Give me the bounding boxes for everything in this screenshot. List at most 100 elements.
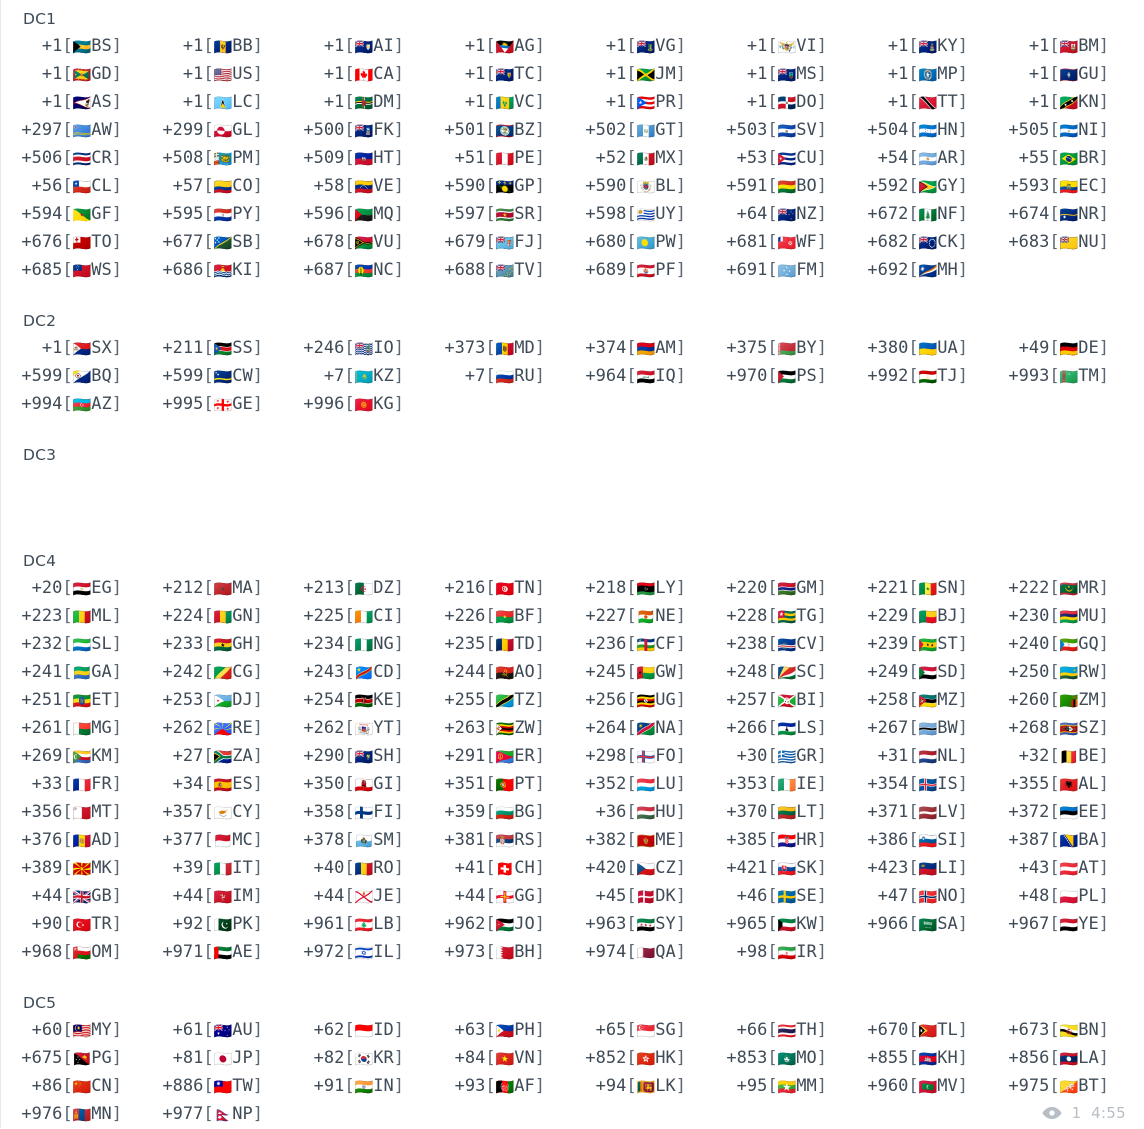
dial-code-entry[interactable]: +673[🇧🇳BN] [988,1016,1129,1045]
dial-code-entry[interactable]: +212[🇲🇦MA] [142,574,283,603]
dial-code-entry[interactable]: +1[🇦🇮AI] [283,32,424,61]
dial-code-entry[interactable]: +45[🇩🇰DK] [565,882,706,911]
dial-code-entry[interactable]: +64[🇳🇿NZ] [706,200,847,229]
dial-code-entry[interactable]: +245[🇬🇼GW] [565,658,706,687]
dial-code-entry[interactable]: +1[🇰🇾KY] [847,32,988,61]
dial-code-entry[interactable]: +376[🇦🇩AD] [1,826,142,855]
dial-code-entry[interactable]: +251[🇪🇹ET] [1,686,142,715]
dial-code-entry[interactable]: +1[🇬🇩GD] [1,60,142,89]
dial-code-entry[interactable]: +1[🇧🇸BS] [1,32,142,61]
dial-code-entry[interactable]: +504[🇭🇳HN] [847,116,988,145]
dial-code-entry[interactable]: +992[🇹🇯TJ] [847,362,988,391]
dial-code-entry[interactable]: +250[🇷🇼RW] [988,658,1129,687]
dial-code-entry[interactable]: +1[🇦🇸AS] [1,88,142,117]
dial-code-entry[interactable]: +973[🇧🇭BH] [424,938,565,967]
dial-code-entry[interactable]: +53[🇨🇺CU] [706,144,847,173]
dial-code-entry[interactable]: +967[🇾🇪YE] [988,910,1129,939]
dial-code-entry[interactable]: +975[🇧🇹BT] [988,1072,1129,1101]
dial-code-entry[interactable]: +972[🇮🇱IL] [283,938,424,967]
dial-code-entry[interactable]: +1[🇲🇵MP] [847,60,988,89]
dial-code-entry[interactable]: +249[🇸🇩SD] [847,658,988,687]
dial-code-entry[interactable]: +261[🇲🇬MG] [1,714,142,743]
dial-code-entry[interactable]: +223[🇲🇱ML] [1,602,142,631]
dial-code-entry[interactable]: +676[🇹🇴TO] [1,228,142,257]
dial-code-entry[interactable]: +291[🇪🇷ER] [424,742,565,771]
dial-code-entry[interactable]: +1[🇸🇽SX] [1,334,142,363]
dial-code-entry[interactable]: +506[🇨🇷CR] [1,144,142,173]
dial-code-entry[interactable]: +1[🇵🇷PR] [565,88,706,117]
dial-code-entry[interactable]: +598[🇺🇾UY] [565,200,706,229]
dial-code-entry[interactable]: +966[🇸🇦SA] [847,910,988,939]
dial-code-entry[interactable]: +856[🇱🇦LA] [988,1044,1129,1073]
dial-code-entry[interactable]: +689[🇵🇫PF] [565,256,706,285]
dial-code-entry[interactable]: +41[🇨🇭CH] [424,854,565,883]
dial-code-entry[interactable]: +44[🇮🇲IM] [142,882,283,911]
dial-code-entry[interactable]: +225[🇨🇮CI] [283,602,424,631]
dial-code-entry[interactable]: +226[🇧🇫BF] [424,602,565,631]
dial-code-entry[interactable]: +672[🇳🇫NF] [847,200,988,229]
dial-code-entry[interactable]: +357[🇨🇾CY] [142,798,283,827]
dial-code-entry[interactable]: +961[🇱🇧LB] [283,910,424,939]
dial-code-entry[interactable]: +92[🇵🇰PK] [142,910,283,939]
dial-code-entry[interactable]: +996[🇰🇬KG] [283,390,424,419]
dial-code-entry[interactable]: +91[🇮🇳IN] [283,1072,424,1101]
dial-code-entry[interactable]: +230[🇲🇺MU] [988,602,1129,631]
dial-code-entry[interactable]: +691[🇫🇲FM] [706,256,847,285]
dial-code-entry[interactable]: +235[🇹🇩TD] [424,630,565,659]
dial-code-entry[interactable]: +44[🇬🇧GB] [1,882,142,911]
dial-code-entry[interactable]: +853[🇲🇴MO] [706,1044,847,1073]
dial-code-entry[interactable]: +352[🇱🇺LU] [565,770,706,799]
dial-code-entry[interactable]: +677[🇸🇧SB] [142,228,283,257]
dial-code-entry[interactable]: +971[🇦🇪AE] [142,938,283,967]
dial-code-entry[interactable]: +256[🇺🇬UG] [565,686,706,715]
dial-code-entry[interactable]: +222[🇲🇷MR] [988,574,1129,603]
dial-code-entry[interactable]: +239[🇸🇹ST] [847,630,988,659]
dial-code-entry[interactable]: +501[🇧🇿BZ] [424,116,565,145]
dial-code-entry[interactable]: +1[🇻🇬VG] [565,32,706,61]
dial-code-entry[interactable]: +240[🇬🇶GQ] [988,630,1129,659]
dial-code-entry[interactable]: +595[🇵🇾PY] [142,200,283,229]
dial-code-entry[interactable]: +502[🇬🇹GT] [565,116,706,145]
dial-code-entry[interactable]: +44[🇯🇪JE] [283,882,424,911]
dial-code-entry[interactable]: +855[🇰🇭KH] [847,1044,988,1073]
dial-code-entry[interactable]: +39[🇮🇹IT] [142,854,283,883]
dial-code-entry[interactable]: +233[🇬🇭GH] [142,630,283,659]
dial-code-entry[interactable]: +46[🇸🇪SE] [706,882,847,911]
dial-code-entry[interactable]: +264[🇳🇦NA] [565,714,706,743]
dial-code-entry[interactable]: +355[🇦🇱AL] [988,770,1129,799]
dial-code-entry[interactable]: +34[🇪🇸ES] [142,770,283,799]
dial-code-entry[interactable]: +31[🇳🇱NL] [847,742,988,771]
dial-code-entry[interactable]: +52[🇲🇽MX] [565,144,706,173]
dial-code-entry[interactable]: +1[🇩🇲DM] [283,88,424,117]
dial-code-entry[interactable]: +995[🇬🇪GE] [142,390,283,419]
dial-code-entry[interactable]: +358[🇫🇮FI] [283,798,424,827]
dial-code-entry[interactable]: +263[🇿🇼ZW] [424,714,565,743]
dial-code-entry[interactable]: +218[🇱🇾LY] [565,574,706,603]
dial-code-entry[interactable]: +370[🇱🇹LT] [706,798,847,827]
dial-code-entry[interactable]: +373[🇲🇩MD] [424,334,565,363]
dial-code-entry[interactable]: +679[🇫🇯FJ] [424,228,565,257]
dial-code-entry[interactable]: +381[🇷🇸RS] [424,826,565,855]
dial-code-entry[interactable]: +298[🇫🇴FO] [565,742,706,771]
dial-code-entry[interactable]: +60[🇲🇾MY] [1,1016,142,1045]
dial-code-entry[interactable]: +36[🇭🇺HU] [565,798,706,827]
dial-code-entry[interactable]: +243[🇨🇩CD] [283,658,424,687]
dial-code-entry[interactable]: +963[🇸🇾SY] [565,910,706,939]
dial-code-entry[interactable]: +66[🇹🇭TH] [706,1016,847,1045]
dial-code-entry[interactable]: +509[🇭🇹HT] [283,144,424,173]
dial-code-entry[interactable]: +84[🇻🇳VN] [424,1044,565,1073]
dial-code-entry[interactable]: +65[🇸🇬SG] [565,1016,706,1045]
dial-code-entry[interactable]: +229[🇧🇯BJ] [847,602,988,631]
dial-code-entry[interactable]: +44[🇬🇬GG] [424,882,565,911]
dial-code-entry[interactable]: +592[🇬🇾GY] [847,172,988,201]
dial-code-entry[interactable]: +1[🇩🇴DO] [706,88,847,117]
dial-code-entry[interactable]: +968[🇴🇲OM] [1,938,142,967]
dial-code-entry[interactable]: +1[🇬🇺GU] [988,60,1129,89]
dial-code-entry[interactable]: +350[🇬🇮GI] [283,770,424,799]
dial-code-entry[interactable]: +1[🇱🇨LC] [142,88,283,117]
dial-code-entry[interactable]: +687[🇳🇨NC] [283,256,424,285]
dial-code-entry[interactable]: +238[🇨🇻CV] [706,630,847,659]
dial-code-entry[interactable]: +290[🇸🇭SH] [283,742,424,771]
dial-code-entry[interactable]: +389[🇲🇰MK] [1,854,142,883]
dial-code-entry[interactable]: +503[🇸🇻SV] [706,116,847,145]
